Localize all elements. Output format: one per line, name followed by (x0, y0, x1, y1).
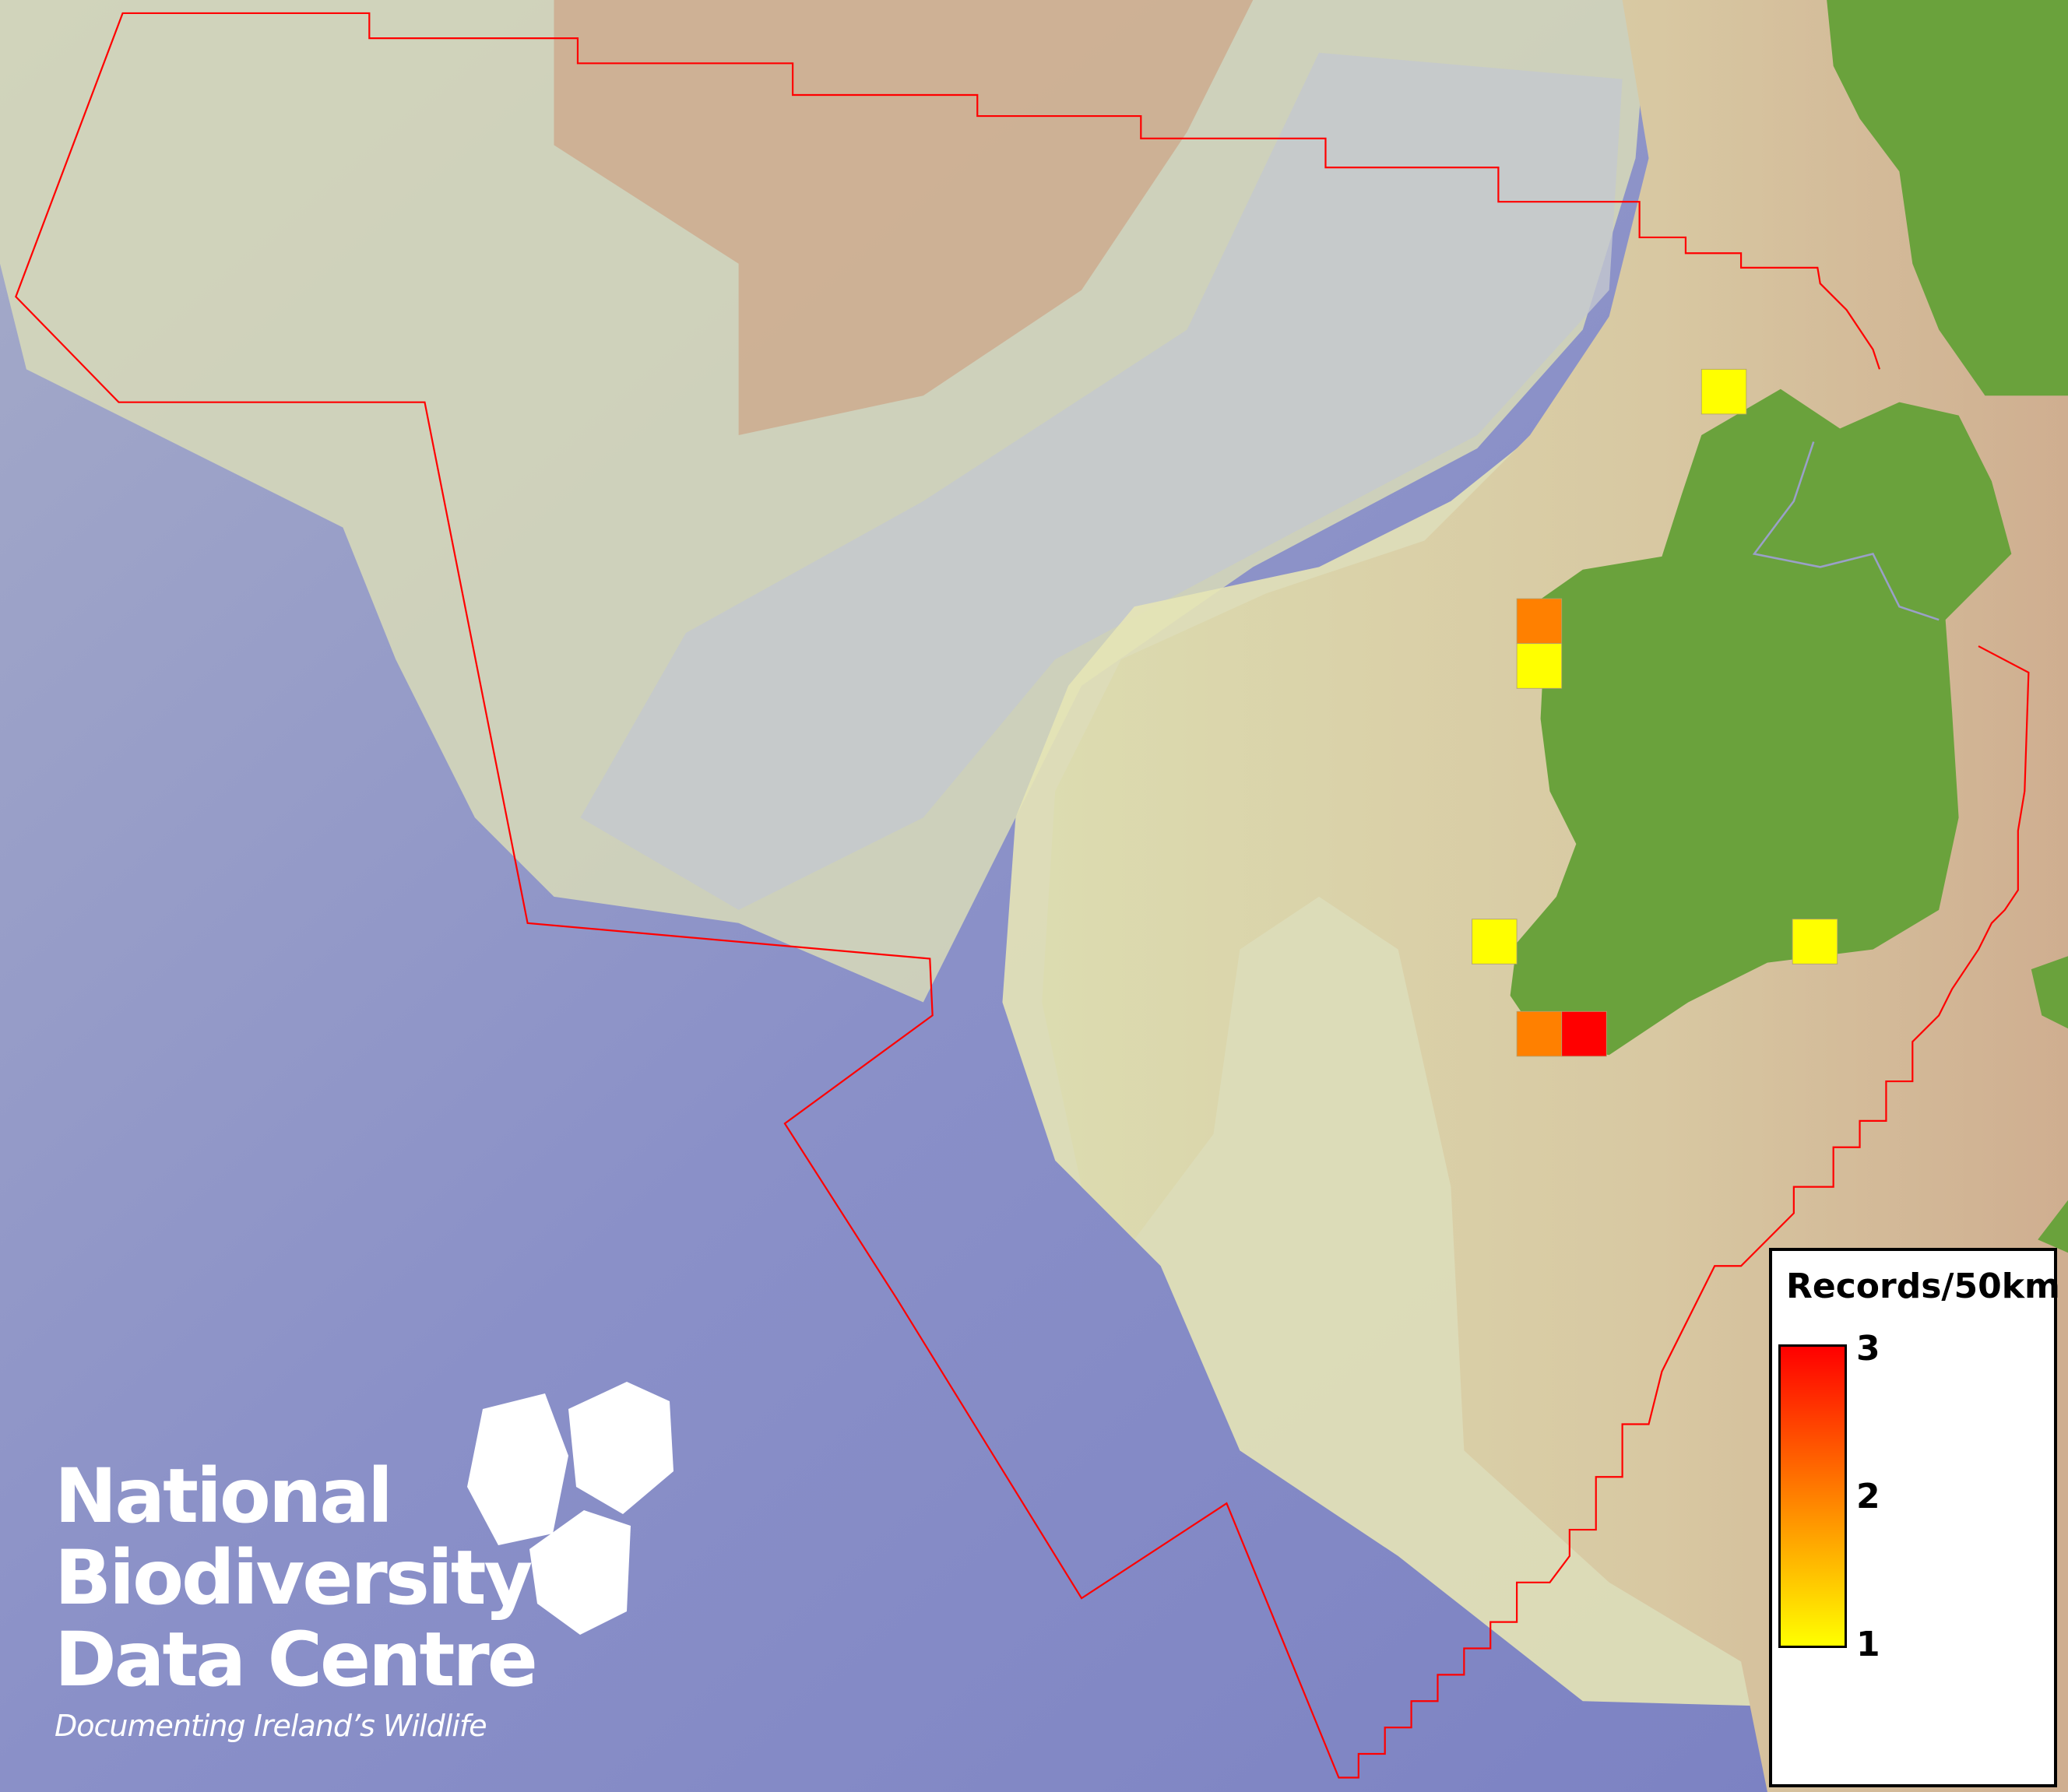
irish-waters-boundary (15, 12, 2030, 1779)
record-cell-southwest-kerry (1516, 1010, 1563, 1057)
legend-label-max: 3 (1856, 1329, 1880, 1369)
record-cell-waterford-coast (1792, 919, 1838, 965)
logo-line-3: Data Centre (55, 1616, 538, 1703)
record-cell-southwest-cork (1561, 1010, 1607, 1057)
nbdc-logo: National Biodiversity Data Centre Docume… (55, 1378, 674, 1743)
logo-tagline: Documenting Ireland’s Wildlife (55, 1709, 487, 1743)
record-cell-west-mayo-north (1516, 598, 1563, 645)
record-cell-west-mayo-south (1516, 643, 1563, 689)
border-northern-ireland (1752, 441, 1940, 621)
land-cornwall (2038, 1200, 2068, 1253)
tree-icon (467, 1393, 568, 1545)
northern-bank (554, 0, 1254, 436)
record-cell-north-donegal-offshore (1700, 368, 1747, 415)
record-cell-kerry-west (1472, 919, 1518, 965)
logo-hexagon-icons (467, 1382, 674, 1635)
legend-label-mid: 2 (1856, 1477, 1880, 1516)
seahorse-icon (529, 1510, 631, 1635)
land-wales (2031, 956, 2068, 1029)
legend-title: Records/50km (1786, 1267, 2060, 1306)
butterfly-icon (568, 1382, 674, 1514)
legend-label-min: 1 (1856, 1625, 1880, 1664)
legend-color-ramp (1778, 1344, 1847, 1648)
logo-line-2: Biodiversity (55, 1534, 533, 1622)
legend: Records/50km 3 2 1 (1769, 1248, 2060, 1787)
land-ireland (1510, 388, 2012, 1056)
land-scotland (1827, 0, 2068, 396)
logo-line-1: National (55, 1453, 393, 1540)
slope-zone (580, 52, 1623, 910)
